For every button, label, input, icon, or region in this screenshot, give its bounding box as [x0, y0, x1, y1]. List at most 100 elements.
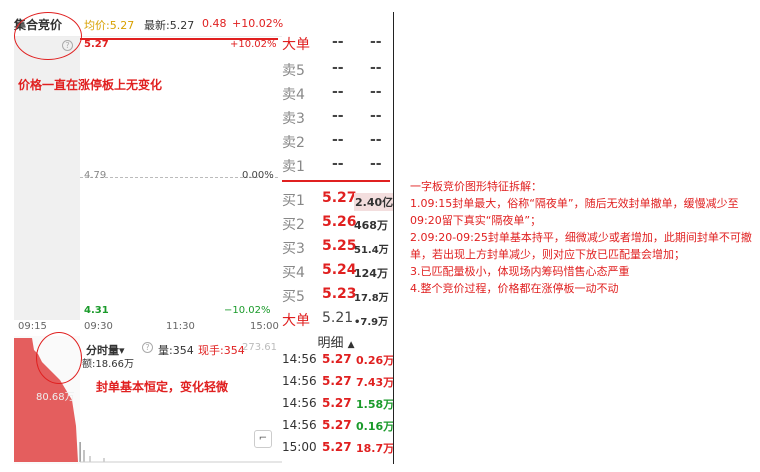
- detail-price: 5.27: [322, 440, 352, 454]
- detail-price: 5.27: [322, 396, 352, 410]
- buy-label: 买4: [282, 265, 305, 281]
- buy-label: 买1: [282, 193, 305, 209]
- volume-bars: [14, 338, 282, 463]
- auction-volume-area: [14, 338, 78, 462]
- detail-price: 5.27: [322, 352, 352, 366]
- detail-time: 14:56: [282, 418, 317, 432]
- big-order-row-bottom[interactable]: 大单 5.21 •7.9万: [282, 308, 390, 332]
- detail-price: 5.27: [322, 374, 352, 388]
- big-order-label: 大单: [282, 313, 310, 329]
- sell-volume: --: [370, 132, 382, 148]
- sell-row-4[interactable]: 卖4 -- --: [282, 82, 390, 106]
- big-order-row-top[interactable]: 大单 -- --: [282, 32, 390, 56]
- explanation-point: 2.09:20-09:25封单基本持平，细微减少或者增加，此期间封单不可撤单，若…: [410, 231, 752, 261]
- limit-down-pct: −10.02%: [224, 305, 271, 316]
- detail-header[interactable]: 明细 ▲: [282, 332, 390, 354]
- sell-volume: --: [370, 84, 382, 100]
- big-order-volume: •7.9万: [354, 317, 389, 328]
- chevron-down-icon: ▾: [119, 344, 125, 357]
- detail-row: 14:56 5.27 7.43万: [282, 374, 394, 396]
- explanation-point: 1.09:15封单最大，俗称“隔夜单”，随后无效封单撤单，缓慢减少至09:20留…: [410, 197, 739, 227]
- volume-mode-select[interactable]: 分时量▾: [86, 344, 125, 357]
- detail-row: 15:00 5.27 18.7万: [282, 440, 394, 462]
- sell-label: 卖3: [282, 111, 305, 127]
- current-hand-label: 现手:354: [198, 344, 245, 357]
- order-book: 大单 -- -- 卖5 -- -- 卖4 -- -- 卖3 -- -- 卖2 -…: [282, 28, 395, 332]
- sell-label: 卖4: [282, 87, 305, 103]
- detail-volume: 0.26万: [356, 354, 395, 367]
- detail-volume: 1.58万: [356, 398, 395, 411]
- prev-close-price: 4.79: [84, 170, 107, 181]
- buy-label: 买5: [282, 289, 305, 305]
- price-chart[interactable]: 5.27 +10.02% 4.79 0.00% 4.31 −10.02% ? 价…: [14, 36, 282, 320]
- sell-volume: --: [370, 60, 382, 76]
- avg-price: 均价:5.27: [84, 19, 135, 32]
- sell-price: --: [332, 108, 344, 124]
- detail-row: 14:56 5.27 1.58万: [282, 396, 394, 418]
- buy-row-2[interactable]: 买2 5.26 468万: [282, 212, 390, 236]
- volume-axis-label: 80.68万: [36, 392, 75, 403]
- buy-volume: 124万: [354, 267, 388, 280]
- price-change: 0.48: [202, 17, 227, 30]
- volume-panel[interactable]: 分时量▾ ? 量:354 现手:354 273.61 额:18.66万 80.6…: [14, 336, 282, 464]
- detail-price: 5.27: [322, 418, 352, 432]
- sell-row-2[interactable]: 卖2 -- --: [282, 130, 390, 154]
- buy-row-4[interactable]: 买4 5.24 124万: [282, 260, 390, 284]
- detail-row: 14:56 5.27 0.16万: [282, 418, 394, 440]
- explanation-point: 3.已匹配量极小，体现场内筹码惜售心态严重: [410, 265, 630, 278]
- time-axis: 09:15 09:30 11:30 15:00: [14, 320, 282, 334]
- help-icon[interactable]: ?: [142, 342, 153, 353]
- latest-price: 最新:5.27: [144, 19, 195, 32]
- limit-up-pct: +10.02%: [230, 39, 277, 50]
- sell-row-1[interactable]: 卖1 -- --: [282, 154, 390, 178]
- volume-annotation: 封单基本恒定，变化轻微: [96, 380, 229, 394]
- limit-up-price: 5.27: [84, 39, 109, 50]
- section-divider: [393, 12, 394, 464]
- sell-price: --: [332, 132, 344, 148]
- big-order-price: --: [332, 34, 344, 50]
- explanation-point: 4.整个竞价过程，价格都在涨停板一动不动: [410, 282, 619, 295]
- time-label: 15:00: [250, 321, 279, 332]
- sell-label: 卖5: [282, 63, 305, 79]
- explanation-title: 一字板竞价图形特征拆解：: [410, 180, 542, 193]
- time-label: 09:30: [84, 321, 113, 332]
- zero-baseline: [80, 177, 278, 178]
- buy-price: 5.26: [322, 214, 357, 230]
- time-label: 11:30: [166, 321, 195, 332]
- detail-row: 14:56 5.27 0.26万: [282, 352, 394, 374]
- sell-volume: --: [370, 108, 382, 124]
- buy-row-1[interactable]: 买1 5.27 2.40亿: [282, 188, 395, 212]
- big-order-volume: --: [370, 34, 382, 50]
- sell-price: --: [332, 60, 344, 76]
- buy-price: 5.24: [322, 262, 357, 278]
- detail-time: 14:56: [282, 374, 317, 388]
- buy-volume: 17.8万: [354, 293, 389, 304]
- time-label: 09:15: [18, 321, 47, 332]
- big-order-label: 大单: [282, 37, 310, 53]
- buy-volume: 2.40亿: [354, 193, 395, 211]
- book-divider: [282, 180, 390, 182]
- sell-volume: --: [370, 156, 382, 172]
- buy-label: 买3: [282, 241, 305, 257]
- detail-time: 14:56: [282, 396, 317, 410]
- detail-time: 14:56: [282, 352, 317, 366]
- detail-volume: 0.16万: [356, 420, 395, 433]
- explanation-block: 一字板竞价图形特征拆解： 1.09:15封单最大，俗称“隔夜单”，随后无效封单撤…: [410, 178, 755, 297]
- sell-label: 卖2: [282, 135, 305, 151]
- buy-row-5[interactable]: 买5 5.23 17.8万: [282, 284, 390, 308]
- detail-volume: 18.7万: [356, 442, 395, 455]
- expand-icon[interactable]: ⌐: [254, 430, 272, 448]
- detail-volume: 7.43万: [356, 376, 395, 389]
- buy-label: 买2: [282, 217, 305, 233]
- buy-volume: 468万: [354, 219, 388, 232]
- volume-label: 量:354: [158, 344, 194, 357]
- sell-price: --: [332, 156, 344, 172]
- sell-row-3[interactable]: 卖3 -- --: [282, 106, 390, 130]
- sell-row-5[interactable]: 卖5 -- --: [282, 58, 390, 82]
- volume-extra-value: 273.61: [242, 342, 277, 353]
- price-annotation: 价格一直在涨停板上无变化: [18, 78, 163, 92]
- detail-title: 明细: [317, 336, 344, 351]
- big-order-price: 5.21: [322, 310, 354, 326]
- limit-down-price: 4.31: [84, 305, 109, 316]
- buy-row-3[interactable]: 买3 5.25 51.4万: [282, 236, 390, 260]
